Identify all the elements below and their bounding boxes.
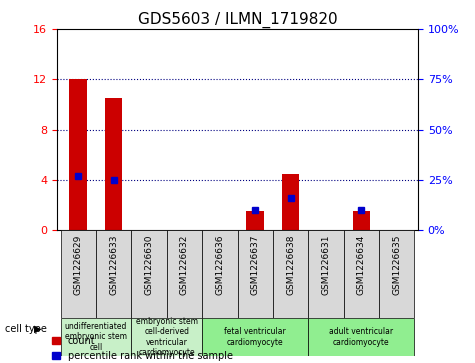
FancyBboxPatch shape: [131, 318, 202, 356]
Text: embryonic stem
cell-derived
ventricular
cardiomyocyte: embryonic stem cell-derived ventricular …: [136, 317, 198, 357]
Text: GSM1226635: GSM1226635: [392, 234, 401, 295]
Text: ▶: ▶: [34, 323, 42, 334]
FancyBboxPatch shape: [379, 230, 415, 318]
Text: GSM1226632: GSM1226632: [180, 234, 189, 295]
Text: fetal ventricular
cardiomyocyte: fetal ventricular cardiomyocyte: [224, 327, 286, 347]
Bar: [105, 98, 123, 230]
Text: cell type: cell type: [5, 323, 47, 334]
Bar: [247, 211, 264, 230]
Text: GSM1226634: GSM1226634: [357, 234, 366, 295]
FancyBboxPatch shape: [202, 318, 308, 356]
Text: GSM1226629: GSM1226629: [74, 234, 83, 295]
FancyBboxPatch shape: [60, 230, 96, 318]
Text: GSM1226630: GSM1226630: [144, 234, 153, 295]
Text: undifferentiated
embryonic stem
cell: undifferentiated embryonic stem cell: [65, 322, 127, 352]
Bar: [352, 211, 370, 230]
Text: GSM1226633: GSM1226633: [109, 234, 118, 295]
Text: GSM1226637: GSM1226637: [251, 234, 260, 295]
Text: adult ventricular
cardiomyocyte: adult ventricular cardiomyocyte: [329, 327, 393, 347]
Text: GSM1226638: GSM1226638: [286, 234, 295, 295]
FancyBboxPatch shape: [344, 230, 379, 318]
FancyBboxPatch shape: [308, 230, 344, 318]
FancyBboxPatch shape: [273, 230, 308, 318]
FancyBboxPatch shape: [238, 230, 273, 318]
Bar: [282, 174, 299, 230]
Legend: count, percentile rank within the sample: count, percentile rank within the sample: [52, 336, 233, 361]
FancyBboxPatch shape: [167, 230, 202, 318]
FancyBboxPatch shape: [131, 230, 167, 318]
Text: GSM1226631: GSM1226631: [322, 234, 331, 295]
Bar: [69, 79, 87, 230]
FancyBboxPatch shape: [308, 318, 415, 356]
Title: GDS5603 / ILMN_1719820: GDS5603 / ILMN_1719820: [138, 12, 337, 28]
FancyBboxPatch shape: [202, 230, 238, 318]
FancyBboxPatch shape: [96, 230, 131, 318]
Text: GSM1226636: GSM1226636: [215, 234, 224, 295]
FancyBboxPatch shape: [60, 318, 131, 356]
